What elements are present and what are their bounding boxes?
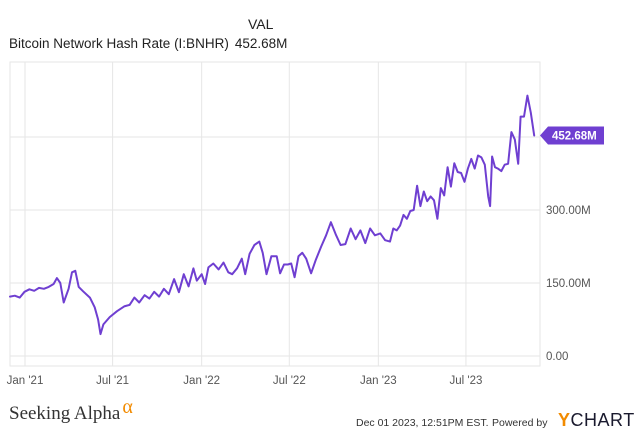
x-tick-label: Jan '23 — [360, 375, 397, 387]
x-tick-label: Jul '21 — [96, 375, 129, 387]
ycharts-y-mark: Y — [558, 410, 571, 430]
brand-name: Seeking Alpha — [9, 403, 121, 424]
series-label: Bitcoin Network Hash Rate (I:BNHR) 452.68… — [9, 36, 287, 51]
chart-title: VAL — [248, 16, 274, 32]
grid-layer — [9, 61, 541, 367]
y-tick-label: 0.00 — [546, 351, 568, 363]
y-axis: 0.00 150.00M 300.00M — [546, 205, 591, 363]
x-tick-label: Jul '23 — [449, 375, 482, 387]
x-axis: Jan '21 Jul '21 Jan '22 Jul '22 Jan '23 Jul '… — [7, 375, 483, 387]
seeking-alpha-logo: Seeking Alpha α — [9, 396, 133, 425]
last-value-badge — [540, 126, 604, 145]
alpha-icon: α — [122, 396, 133, 418]
x-tick-label: Jan '21 — [7, 375, 44, 387]
y-tick-label: 300.00M — [546, 205, 591, 217]
timestamp: Dec 01 2023, 12:51PM EST. — [356, 417, 489, 429]
x-tick-label: Jan '22 — [183, 375, 220, 387]
series-current-value: 452.68M — [234, 36, 288, 51]
ycharts-name: CHARTS — [570, 410, 635, 430]
series-layer — [9, 94, 536, 336]
hash-rate-chart: Jan '21 Jul '21 Jan '22 Jul '22 Jan '23 Jul '… — [7, 61, 604, 387]
x-tick-label: Jul '22 — [273, 375, 306, 387]
ycharts-logo: YCHARTS — [558, 410, 635, 431]
y-tick-label: 150.00M — [546, 278, 591, 290]
series-name: Bitcoin Network Hash Rate (I:BNHR) — [9, 36, 229, 51]
last-value-label: 452.68M — [552, 131, 597, 143]
series-line — [9, 94, 536, 336]
plot-frame — [9, 61, 541, 367]
powered-by-label: Powered by — [492, 417, 548, 429]
last-value-badge-layer: 452.68M — [540, 126, 604, 145]
